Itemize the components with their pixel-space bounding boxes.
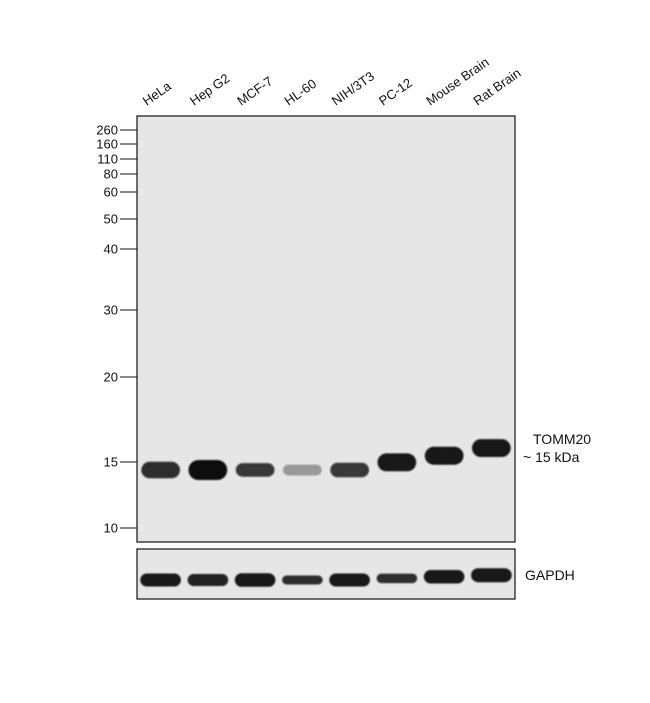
target-size-label: ~ 15 kDa [523, 449, 580, 465]
mw-marker-label: 260 [96, 123, 118, 138]
mw-marker-label: 10 [104, 521, 118, 536]
mw-marker-label: 80 [104, 167, 118, 182]
tomm20-band [141, 461, 180, 479]
gapdh-band [329, 573, 370, 587]
gapdh-band [376, 573, 418, 584]
gapdh-band [234, 573, 276, 587]
lane-label: HL-60 [282, 76, 320, 109]
tomm20-band [235, 463, 275, 477]
tomm20-band [330, 462, 369, 478]
tomm20-band [283, 464, 322, 476]
tomm20-band [424, 446, 464, 465]
target-name-label: TOMM20 [533, 431, 591, 447]
lane-label: Hep G2 [187, 70, 232, 108]
tomm20-band [188, 460, 228, 480]
lane-label: PC-12 [376, 75, 415, 108]
gapdh-band [282, 575, 323, 585]
mw-marker-label: 110 [97, 152, 118, 167]
mw-marker-label: 20 [104, 370, 118, 385]
lane-label: HeLa [140, 78, 175, 109]
gapdh-band [471, 568, 512, 583]
mw-marker-label: 160 [96, 137, 118, 152]
gapdh-band [423, 570, 465, 584]
mw-marker-label: 40 [104, 242, 118, 257]
mw-marker-label: 50 [104, 212, 118, 227]
mw-marker-label: 15 [104, 455, 118, 470]
tomm20-band [377, 453, 417, 472]
main-band-group [141, 439, 511, 480]
tomm20-band [472, 439, 511, 457]
lane-label-group: HeLa Hep G2 MCF-7 HL-60 NIH/3T3 PC-12 Mouse Br… [140, 54, 524, 108]
gapdh-band [140, 573, 181, 587]
mw-marker-label: 60 [104, 185, 118, 200]
mw-marker-label: 30 [104, 303, 118, 318]
lane-label: NIH/3T3 [329, 68, 377, 108]
loading-control-label: GAPDH [525, 567, 575, 583]
lane-label: MCF-7 [234, 73, 275, 108]
gapdh-band [187, 574, 229, 586]
gapdh-band-group [140, 568, 512, 587]
